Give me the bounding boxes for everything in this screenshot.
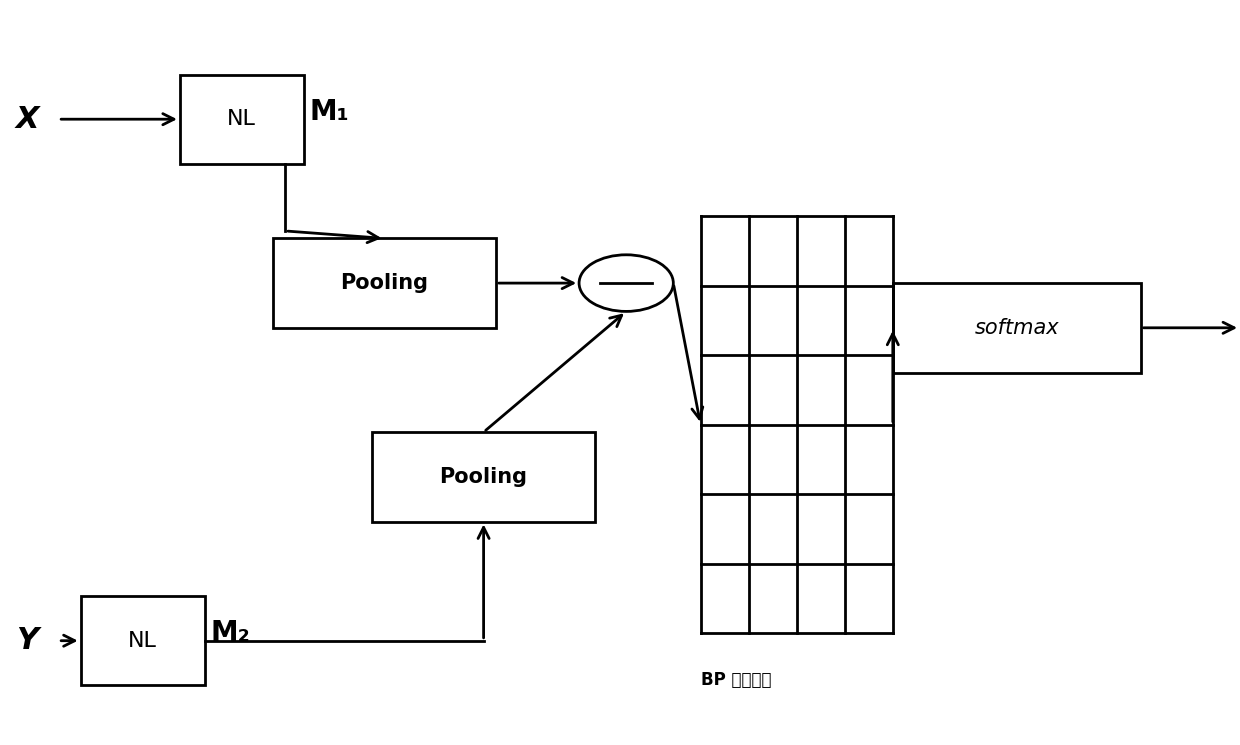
Text: Pooling: Pooling (440, 467, 527, 486)
Bar (893, 283, 1141, 372)
Text: softmax: softmax (975, 318, 1059, 337)
Bar (81, 596, 205, 685)
Text: Y: Y (16, 627, 38, 655)
Text: M₂: M₂ (211, 619, 250, 647)
Bar (372, 432, 595, 522)
Text: NL: NL (128, 631, 157, 650)
Bar (180, 74, 304, 164)
Text: X: X (16, 105, 38, 133)
Text: NL: NL (227, 110, 257, 129)
Text: Pooling: Pooling (341, 273, 428, 293)
Text: M₁: M₁ (310, 98, 350, 126)
Bar (273, 238, 496, 328)
Text: BP 神经网络: BP 神经网络 (701, 670, 771, 688)
